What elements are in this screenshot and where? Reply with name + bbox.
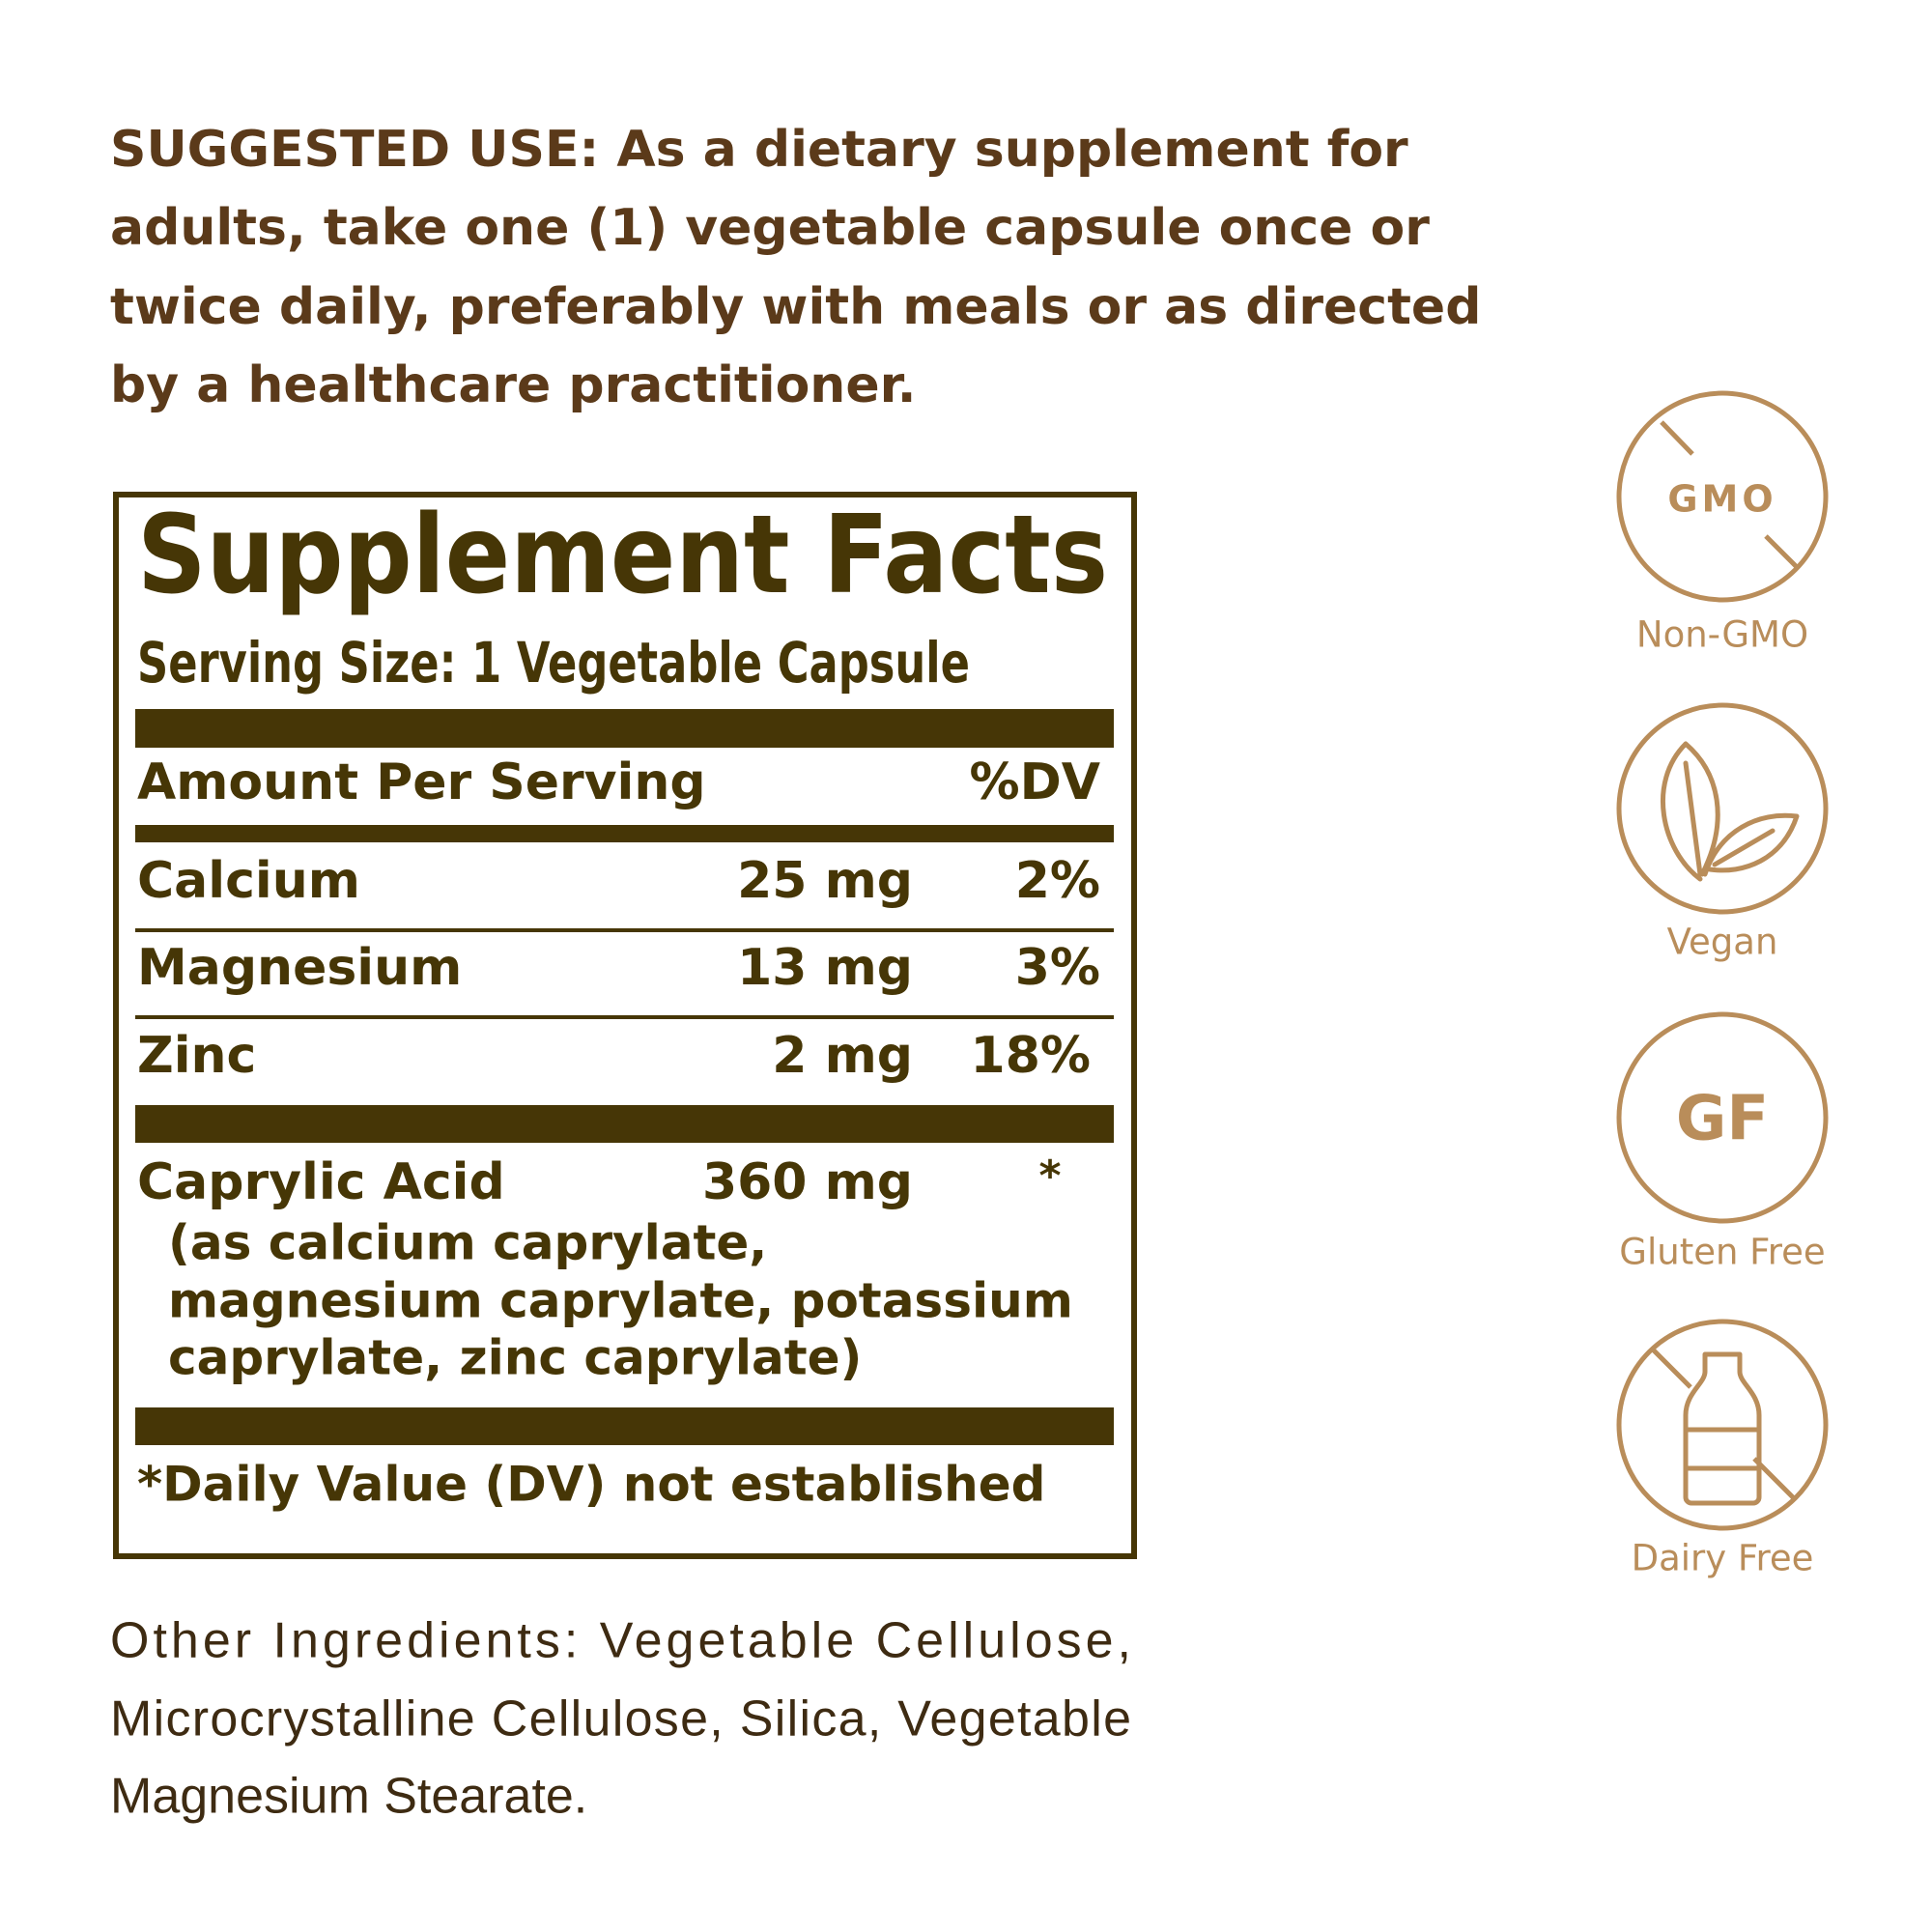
footnote: *Daily Value (DV) not established <box>137 1457 1045 1513</box>
badge-gluten-free: GF Gluten Free <box>1616 1011 1829 1273</box>
use-line: twice daily, preferably with meals or as… <box>110 278 1481 336</box>
badge-slash <box>1652 1349 1692 1389</box>
thick-rule <box>135 1407 1114 1445</box>
nutrient-dv: 3% <box>1015 939 1100 997</box>
nutrient-amount: 25 mg <box>737 852 913 910</box>
nutrient-detail: magnesium caprylate, potassium <box>168 1273 1073 1329</box>
use-line: SUGGESTED USE: As a dietary supplement f… <box>110 121 1408 179</box>
ingredients-line: Magnesium Stearate. <box>110 1769 587 1825</box>
bottle-icon <box>1683 1351 1762 1506</box>
leaf-icon <box>1661 741 1800 882</box>
badge-ring <box>1616 1319 1829 1531</box>
serving-size: Serving Size: 1 Vegetable Capsule <box>137 630 970 696</box>
supplement-facts: Supplement Facts Serving Size: 1 Vegetab… <box>113 492 1137 1559</box>
badge-icon-text: GMO <box>1667 478 1776 521</box>
nutrient-dv: 18% <box>971 1027 1091 1085</box>
badges: GMO Non-GMO Vegan GF Gluten Free Dairy F… <box>1616 390 1829 1579</box>
nutrient-name: Caprylic Acid <box>137 1153 505 1211</box>
medium-rule <box>135 825 1114 842</box>
nutrient-name: Magnesium <box>137 939 462 997</box>
badge-ring <box>1616 1011 1829 1224</box>
nutrient-name: Calcium <box>137 852 360 910</box>
nutrient-detail: caprylate, zinc caprylate) <box>168 1330 862 1386</box>
badge-icon-text: GF <box>1676 1084 1769 1155</box>
use-line: adults, take one (1) vegetable capsule o… <box>110 199 1430 257</box>
header-amount: Amount Per Serving <box>137 753 706 811</box>
thick-rule <box>135 709 1114 748</box>
badge-vegan: Vegan <box>1616 702 1829 963</box>
ingredients-line: Microcrystalline Cellulose, Silica, Vege… <box>110 1691 1131 1747</box>
suggested-use: SUGGESTED USE: As a dietary supplement f… <box>110 121 1481 414</box>
badge-label: Gluten Free <box>1619 1232 1825 1273</box>
thin-rule <box>135 928 1114 932</box>
thin-rule <box>135 1015 1114 1019</box>
nutrient-dv: 2% <box>1015 852 1100 910</box>
badge-slash <box>1660 420 1694 456</box>
header-dv: %DV <box>969 753 1100 811</box>
nutrient-amount: 13 mg <box>737 939 913 997</box>
facts-border <box>113 492 1137 1559</box>
nutrient-name: Zinc <box>137 1027 256 1085</box>
badge-slash <box>1764 534 1800 570</box>
badge-dairy-free: Dairy Free <box>1616 1319 1829 1579</box>
badge-label: Vegan <box>1667 922 1778 963</box>
other-ingredients: Other Ingredients: Vegetable Cellulose, … <box>110 1613 1131 1825</box>
use-line: by a healthcare practitioner. <box>110 356 917 414</box>
ingredients-line: Other Ingredients: Vegetable Cellulose, <box>110 1613 1131 1669</box>
nutrient-dv: * <box>1038 1151 1061 1201</box>
thick-rule <box>135 1105 1114 1143</box>
nutrient-detail: (as calcium caprylate, <box>168 1215 767 1271</box>
facts-title: Supplement Facts <box>137 493 1108 618</box>
badge-non-gmo: GMO Non-GMO <box>1616 390 1829 656</box>
badge-label: Dairy Free <box>1632 1538 1814 1579</box>
badge-label: Non-GMO <box>1636 614 1808 656</box>
nutrient-amount: 360 mg <box>702 1153 913 1211</box>
badge-ring <box>1616 390 1829 603</box>
badge-ring <box>1616 702 1829 915</box>
nutrient-amount: 2 mg <box>772 1027 913 1085</box>
